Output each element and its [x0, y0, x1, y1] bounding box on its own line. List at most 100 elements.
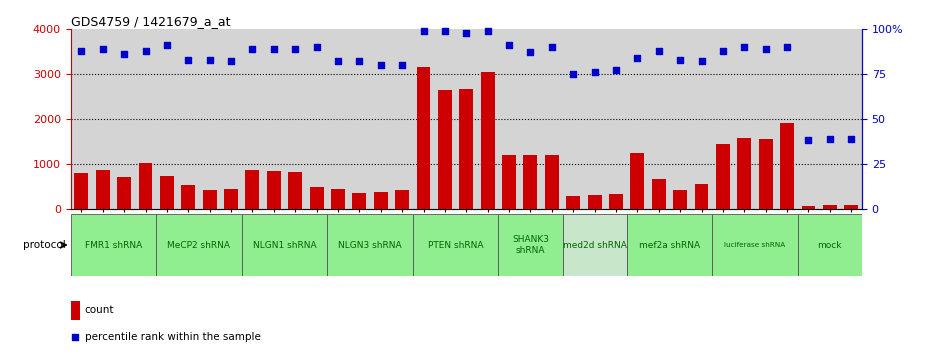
Text: PTEN shRNA: PTEN shRNA [428, 241, 483, 249]
Point [587, 69, 602, 75]
Point [245, 46, 260, 52]
Bar [327, 214, 413, 276]
Point [651, 48, 666, 53]
Bar [224, 189, 238, 209]
Bar [712, 214, 798, 276]
Bar [203, 190, 217, 209]
Bar [71, 214, 156, 276]
Point [844, 136, 859, 142]
Bar [823, 205, 836, 209]
Bar [138, 163, 153, 209]
Bar [609, 194, 623, 209]
Point [138, 48, 153, 53]
Point [566, 71, 581, 77]
Bar [242, 214, 327, 276]
Point [73, 48, 89, 53]
Text: SHANK3
shRNA: SHANK3 shRNA [512, 235, 549, 255]
Point [351, 58, 366, 64]
Bar [626, 214, 712, 276]
Text: NLGN3 shRNA: NLGN3 shRNA [338, 241, 402, 249]
Bar [181, 185, 195, 209]
Point [630, 55, 645, 61]
Point [673, 57, 688, 62]
Point [694, 58, 709, 64]
Point [317, 209, 333, 215]
Bar [738, 138, 752, 209]
Point [609, 68, 624, 73]
Bar [758, 139, 772, 209]
Bar [374, 192, 388, 209]
Text: FMR1 shRNA: FMR1 shRNA [85, 241, 142, 249]
Bar [802, 205, 816, 209]
Point [287, 46, 302, 52]
Point [95, 46, 110, 52]
Bar [352, 192, 366, 209]
Bar [267, 171, 281, 209]
Bar [156, 214, 242, 276]
Bar [798, 214, 862, 276]
Bar [416, 67, 430, 209]
Point [203, 57, 218, 62]
Text: MeCP2 shRNA: MeCP2 shRNA [168, 241, 231, 249]
Text: NLGN1 shRNA: NLGN1 shRNA [252, 241, 317, 249]
Bar [562, 214, 626, 276]
Point [223, 58, 238, 64]
Point [459, 30, 474, 36]
Bar [460, 89, 473, 209]
Point [544, 44, 560, 50]
Point [501, 42, 516, 48]
Point [780, 44, 795, 50]
Bar [674, 190, 687, 209]
Bar [630, 154, 644, 209]
Text: percentile rank within the sample: percentile rank within the sample [85, 331, 261, 342]
Point [373, 62, 388, 68]
Text: med2d shRNA: med2d shRNA [562, 241, 626, 249]
Text: luciferase shRNA: luciferase shRNA [724, 242, 786, 248]
Bar [96, 170, 109, 209]
Bar [524, 155, 537, 209]
Text: mock: mock [818, 241, 842, 249]
Bar [716, 144, 730, 209]
Bar [71, 301, 80, 320]
Point [480, 28, 495, 34]
Point [523, 49, 538, 55]
Point [181, 57, 196, 62]
Point [437, 28, 452, 34]
Point [395, 62, 410, 68]
Bar [780, 123, 794, 209]
Bar [413, 214, 498, 276]
Point [416, 28, 431, 34]
Bar [396, 190, 409, 209]
Point [758, 46, 773, 52]
Text: GDS4759 / 1421679_a_at: GDS4759 / 1421679_a_at [71, 15, 230, 28]
Text: protocol: protocol [24, 240, 66, 250]
Point [822, 136, 837, 142]
Point [737, 44, 752, 50]
Bar [331, 189, 345, 209]
Text: mef2a shRNA: mef2a shRNA [639, 241, 700, 249]
Bar [652, 179, 666, 209]
Bar [74, 173, 89, 209]
Bar [502, 155, 516, 209]
Bar [844, 205, 858, 209]
Bar [694, 184, 708, 209]
Bar [544, 155, 559, 209]
Point [331, 58, 346, 64]
Point [159, 42, 174, 48]
Point [267, 46, 282, 52]
Bar [160, 176, 174, 209]
Bar [438, 90, 452, 209]
Bar [310, 187, 323, 209]
Bar [480, 72, 495, 209]
Point [117, 51, 132, 57]
Bar [117, 177, 131, 209]
Bar [588, 195, 602, 209]
Text: count: count [85, 305, 114, 315]
Bar [498, 214, 562, 276]
Bar [566, 196, 580, 209]
Bar [288, 172, 302, 209]
Point [715, 48, 730, 53]
Bar [246, 170, 259, 209]
Point [309, 44, 324, 50]
Point [801, 138, 816, 143]
